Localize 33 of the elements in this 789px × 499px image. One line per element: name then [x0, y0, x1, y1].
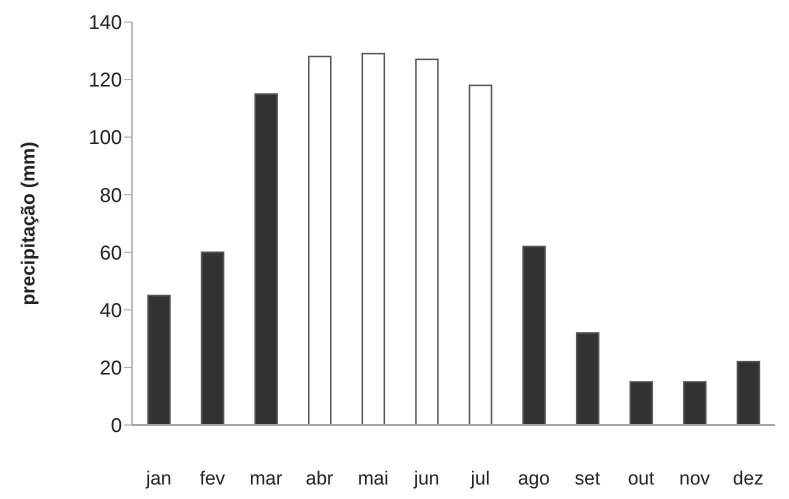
y-tick-label: 80: [100, 184, 122, 207]
x-tick-label: jan: [145, 468, 172, 490]
x-tick-label: set: [574, 468, 601, 490]
y-tick-label: 0: [110, 415, 122, 438]
bar: [254, 93, 278, 425]
bar: [630, 381, 653, 425]
x-tick-label: jun: [413, 468, 440, 490]
y-tick-label: 140: [88, 12, 122, 34]
x-tick-label: nov: [679, 468, 710, 490]
y-tick-label: 120: [88, 70, 122, 92]
bar: [576, 332, 600, 425]
bar: [683, 381, 707, 425]
x-tick-label: mai: [358, 468, 388, 490]
y-tick-label: 60: [100, 242, 122, 264]
bar: [736, 360, 760, 425]
y-axis-title: precipitação (mm): [18, 142, 40, 306]
x-tick-label: mar: [250, 468, 283, 490]
bar: [200, 252, 224, 425]
bar: [415, 58, 439, 425]
y-tick-label: 20: [100, 358, 122, 380]
x-tick-label: ago: [518, 468, 550, 490]
bar: [308, 56, 332, 425]
bar: [147, 294, 171, 425]
y-tick-label: 100: [88, 127, 122, 150]
x-tick-label: fev: [200, 468, 226, 490]
x-tick-label: jul: [470, 468, 490, 490]
x-tick-label: abr: [306, 468, 334, 490]
y-tick-label: 40: [100, 300, 122, 322]
bar: [362, 52, 386, 425]
bar: [522, 246, 546, 425]
x-tick-label: dez: [732, 468, 764, 490]
x-tick-label: out: [628, 468, 655, 490]
bar: [468, 84, 492, 425]
